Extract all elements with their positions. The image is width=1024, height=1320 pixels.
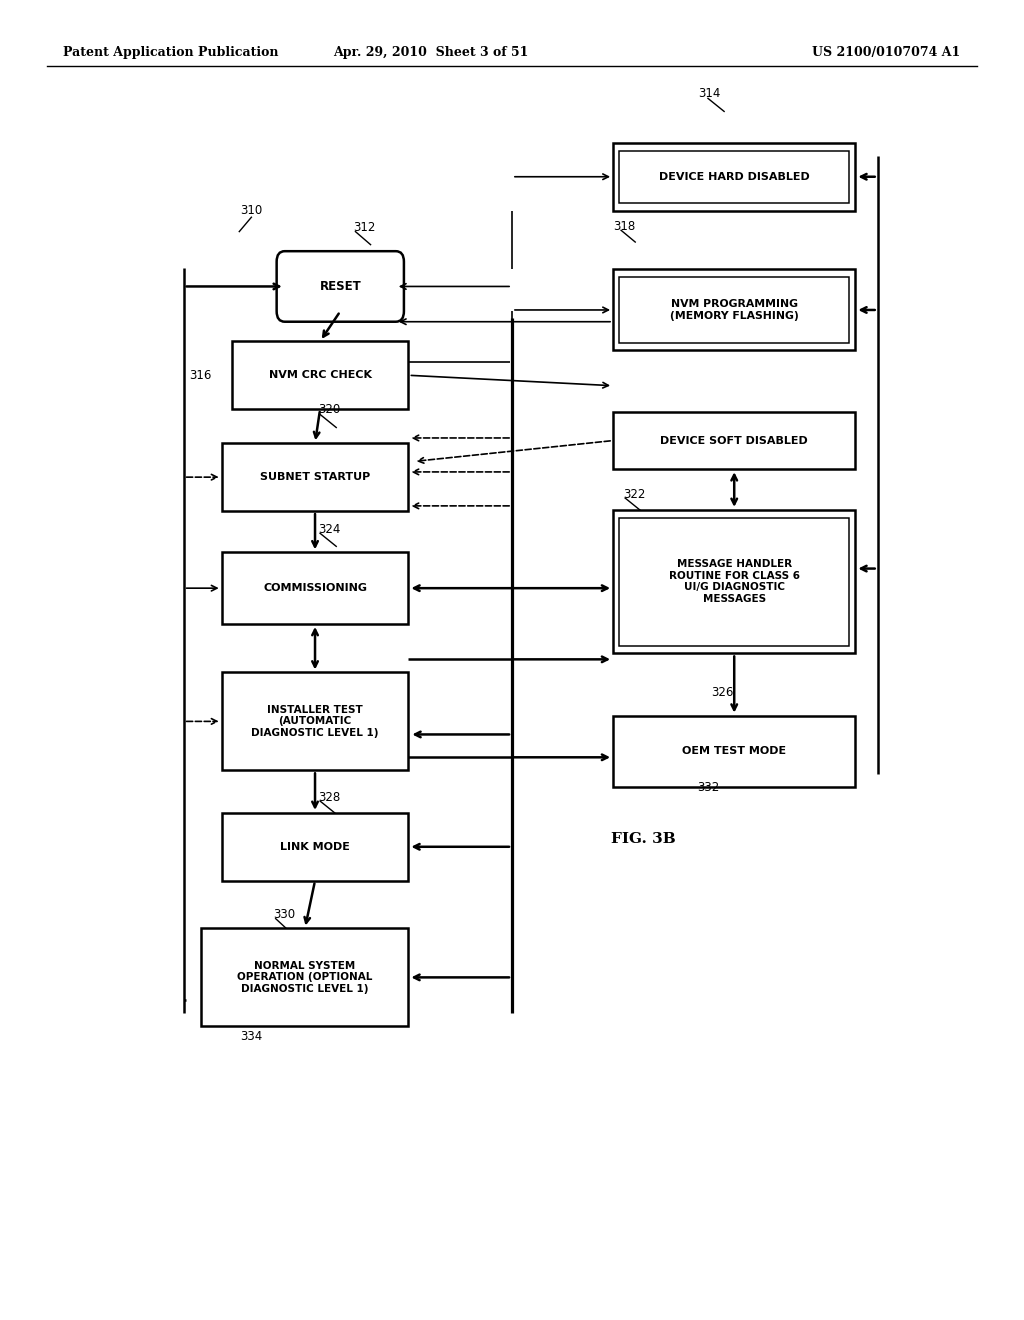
FancyBboxPatch shape <box>276 251 403 322</box>
Bar <box>221 552 409 624</box>
Bar <box>231 342 409 409</box>
Text: 310: 310 <box>241 205 262 218</box>
Text: 318: 318 <box>613 220 635 232</box>
Bar <box>613 412 855 470</box>
Text: 334: 334 <box>241 1030 262 1043</box>
Text: 324: 324 <box>318 523 340 536</box>
Text: 328: 328 <box>318 791 340 804</box>
Bar <box>202 928 409 1027</box>
Text: Apr. 29, 2010  Sheet 3 of 51: Apr. 29, 2010 Sheet 3 of 51 <box>334 46 528 59</box>
Text: NORMAL SYSTEM
OPERATION (OPTIONAL
DIAGNOSTIC LEVEL 1): NORMAL SYSTEM OPERATION (OPTIONAL DIAGNO… <box>238 961 373 994</box>
Text: 320: 320 <box>318 403 340 416</box>
Text: 316: 316 <box>189 368 212 381</box>
Bar <box>221 444 409 511</box>
Text: 314: 314 <box>698 87 720 99</box>
Text: DEVICE SOFT DISABLED: DEVICE SOFT DISABLED <box>660 436 808 446</box>
Text: FIG. 3B: FIG. 3B <box>611 832 676 846</box>
Bar <box>620 517 849 645</box>
Bar <box>620 150 849 203</box>
Bar <box>613 269 855 350</box>
Bar <box>221 813 409 880</box>
Text: Patent Application Publication: Patent Application Publication <box>62 46 278 59</box>
Text: US 2100/0107074 A1: US 2100/0107074 A1 <box>812 46 959 59</box>
Text: COMMISSIONING: COMMISSIONING <box>263 583 367 593</box>
Bar <box>613 510 855 653</box>
Text: OEM TEST MODE: OEM TEST MODE <box>682 746 786 756</box>
Bar <box>613 715 855 787</box>
Text: 326: 326 <box>711 686 733 700</box>
Text: SUBNET STARTUP: SUBNET STARTUP <box>260 473 370 482</box>
Text: MESSAGE HANDLER
ROUTINE FOR CLASS 6
UI/G DIAGNOSTIC
MESSAGES: MESSAGE HANDLER ROUTINE FOR CLASS 6 UI/G… <box>669 560 800 605</box>
Text: 322: 322 <box>624 487 645 500</box>
Text: NVM PROGRAMMING
(MEMORY FLASHING): NVM PROGRAMMING (MEMORY FLASHING) <box>670 300 799 321</box>
Text: 332: 332 <box>697 781 719 795</box>
Text: LINK MODE: LINK MODE <box>281 842 350 851</box>
Bar <box>613 143 855 211</box>
Bar <box>620 277 849 343</box>
Text: NVM CRC CHECK: NVM CRC CHECK <box>268 371 372 380</box>
Text: DEVICE HARD DISABLED: DEVICE HARD DISABLED <box>658 172 810 182</box>
Text: 330: 330 <box>273 908 296 921</box>
Bar <box>221 672 409 771</box>
Text: 312: 312 <box>353 222 376 234</box>
Text: INSTALLER TEST
(AUTOMATIC
DIAGNOSTIC LEVEL 1): INSTALLER TEST (AUTOMATIC DIAGNOSTIC LEV… <box>251 705 379 738</box>
Text: RESET: RESET <box>319 280 361 293</box>
